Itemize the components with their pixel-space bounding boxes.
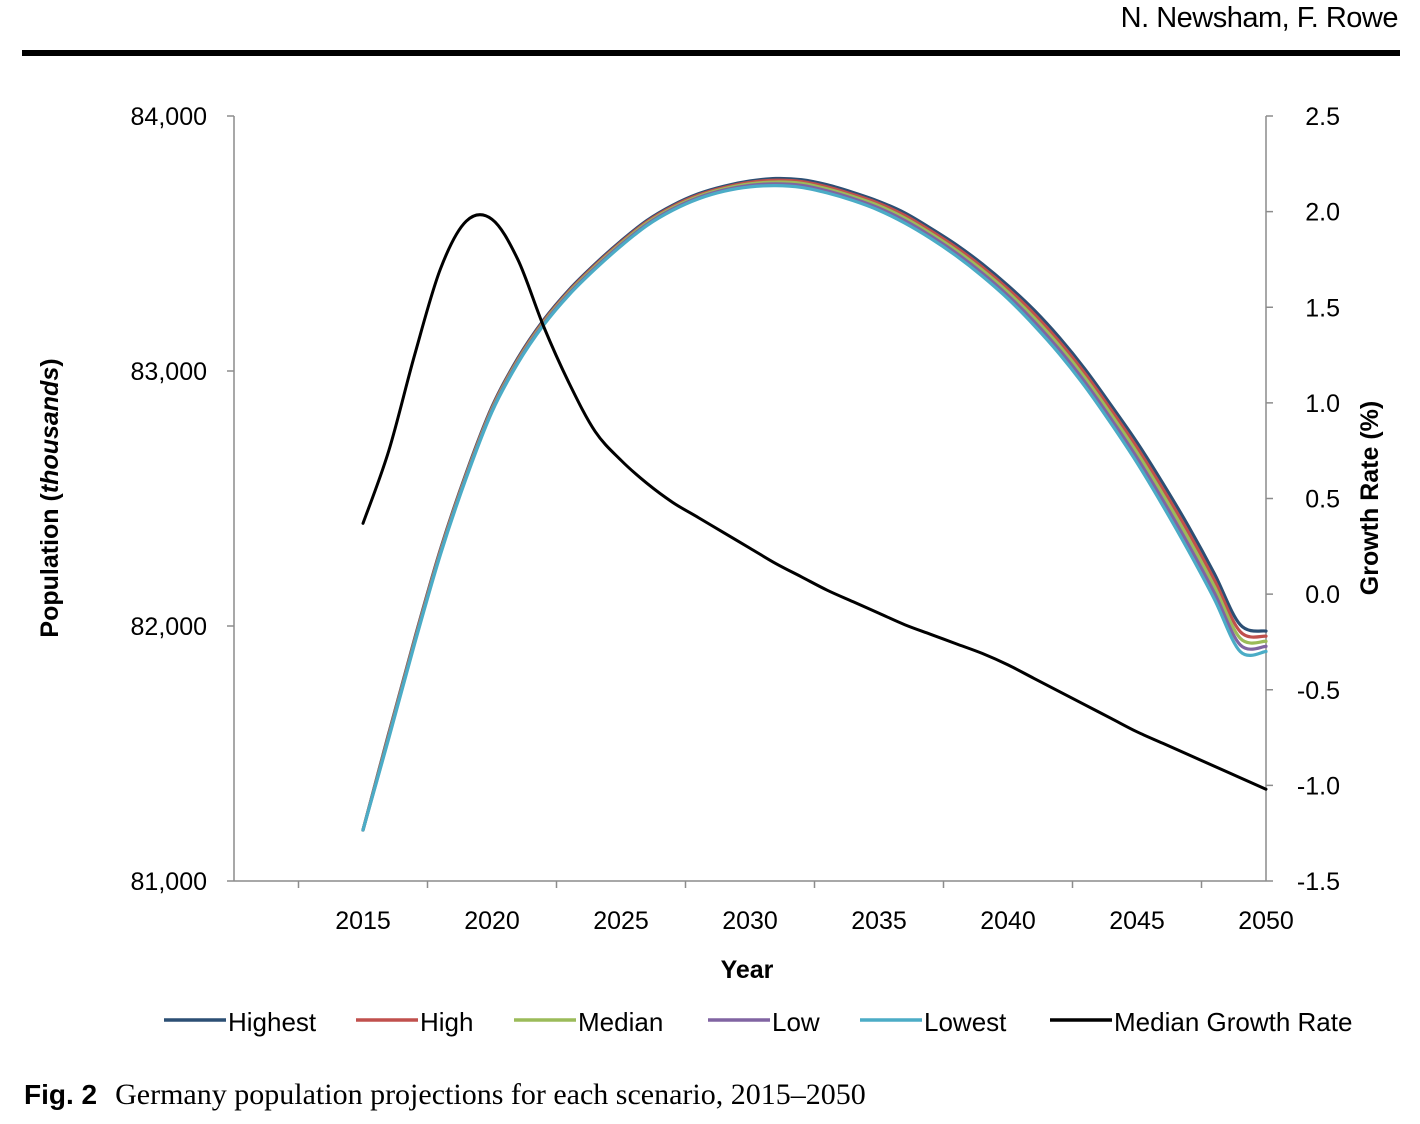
y-right-tick-label: 1.5 [1305,294,1340,322]
population-chart: 2015 2020 2025 2030 2035 2040 2045 2050 81,000 82… [36,103,1384,1037]
y-right-tick-label: 1.0 [1305,390,1340,418]
chart-series [361,176,1268,832]
y-right-tick-label: 2.5 [1305,103,1340,131]
x-tick-label: 2015 [335,907,391,935]
figure-caption-text: Germany population projections for each … [115,1078,866,1111]
series-line-median-growth-rate [361,213,1268,791]
series-line-low [361,182,1268,832]
legend-label-low: Low [772,1007,820,1037]
y-left-tick-label: 81,000 [131,868,207,896]
y-left-tick-label: 82,000 [131,613,207,641]
x-tick-label: 2045 [1109,907,1165,935]
y-right-tick-label: -0.5 [1297,677,1340,705]
y-right-tick-label: 0.0 [1305,581,1340,609]
y-left-tick-label: 83,000 [131,358,207,386]
x-axis-label: Year [721,956,774,984]
y-right-tick-label: -1.0 [1297,772,1340,800]
legend-label-lowest: Lowest [924,1007,1007,1037]
series-line-median [361,180,1268,832]
figure-caption: Fig. 2 Germany population projections for… [24,1078,866,1112]
x-tick-label: 2020 [464,907,520,935]
chart-legend: Highest High Median Low Lowest Median Growth … [164,1007,1352,1037]
y-axis-left-label-unit: thousands [36,367,64,493]
y-left-tick-label: 84,000 [131,103,207,131]
legend-label-highest: Highest [228,1007,317,1037]
y-axis-left-label-main: Population [36,501,64,637]
x-tick-label: 2025 [593,907,649,935]
y-axis-right-label: Growth Rate (%) [1356,401,1384,595]
figure-number: Fig. 2 [24,1079,98,1110]
series-line-highest [361,176,1268,832]
authors-header: N. Newsham, F. Rowe [1120,2,1399,34]
legend-label-median-growth-rate: Median Growth Rate [1114,1007,1352,1037]
header-rule [22,50,1400,56]
chart-axes: 2015 2020 2025 2030 2035 2040 2045 2050 81,000 82… [131,103,1340,935]
series-line-lowest [361,184,1268,832]
y-right-tick-label: 0.5 [1305,486,1340,514]
legend-label-median: Median [578,1007,663,1037]
y-axis-left-label: Population (thousands) [36,358,64,637]
y-right-tick-label: -1.5 [1297,868,1340,896]
y-right-tick-label: 2.0 [1305,199,1340,227]
x-tick-label: 2050 [1238,907,1294,935]
legend-label-high: High [420,1007,473,1037]
x-tick-label: 2040 [980,907,1036,935]
x-tick-label: 2035 [851,907,907,935]
series-line-high [361,178,1268,832]
x-tick-label: 2030 [722,907,778,935]
y-axis-left-label-paren-open: ( [36,492,64,501]
y-axis-left-label-paren-close: ) [36,358,64,366]
